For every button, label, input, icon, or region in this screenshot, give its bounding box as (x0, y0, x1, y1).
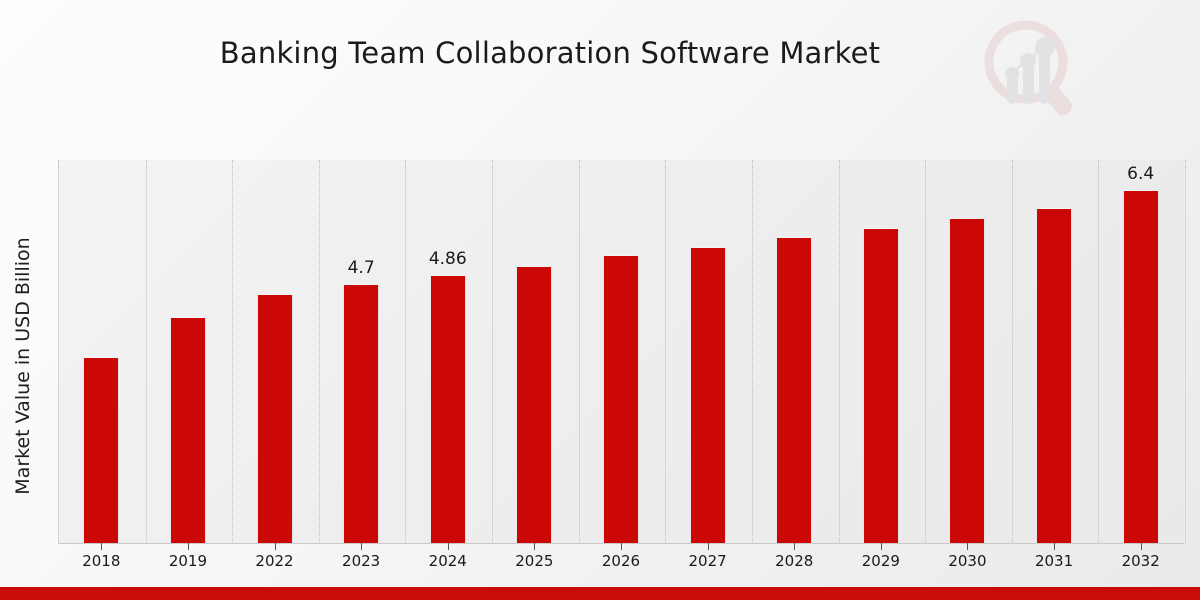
bar[interactable] (169, 317, 206, 543)
bar[interactable] (516, 265, 553, 543)
x-tick-mark (794, 543, 796, 550)
gridline (232, 160, 234, 544)
bar-value-label: 6.4 (1127, 164, 1155, 185)
bar-group (838, 160, 925, 543)
x-tick-mark (447, 543, 449, 550)
x-tick-mark (1054, 543, 1056, 550)
bar[interactable] (429, 275, 466, 543)
x-tick-mark (621, 543, 622, 550)
bar[interactable] (83, 357, 120, 543)
bar-group: 6.4 (1097, 160, 1184, 543)
bar[interactable] (602, 254, 639, 543)
y-axis-title: Market Value in USD Billion (12, 237, 34, 495)
bar-group (751, 160, 838, 543)
gridline (405, 160, 407, 544)
bar[interactable] (1036, 207, 1073, 543)
gridline (838, 160, 840, 544)
x-axis-tick-label: 2026 (601, 552, 641, 570)
x-axis-tick-label: 2018 (82, 552, 121, 570)
x-axis-tick-label: 2031 (1034, 552, 1074, 570)
x-tick-mark (274, 543, 276, 550)
x-axis-tick-label: 2029 (861, 552, 900, 570)
bar-value-label: 4.7 (347, 258, 375, 278)
footer-accent-bar (0, 587, 1200, 600)
bar-value-label: 4.86 (428, 249, 467, 270)
bar-group (231, 160, 318, 543)
x-axis-tick-label: 2019 (168, 552, 207, 570)
x-tick-mark (1140, 543, 1142, 550)
bar-group (58, 160, 145, 543)
bar-group (145, 160, 232, 543)
gridline (1185, 160, 1186, 544)
bar-group (924, 160, 1011, 543)
bar[interactable] (1122, 190, 1159, 543)
gridline (492, 160, 494, 544)
x-axis-tick-label: 2028 (775, 552, 814, 570)
bar[interactable] (343, 284, 380, 543)
bar[interactable] (949, 218, 986, 543)
x-axis-tick-label: 2023 (342, 552, 381, 570)
bar-group (491, 160, 578, 543)
gridline (751, 160, 753, 544)
x-axis-tick-label: 2022 (255, 552, 294, 570)
x-axis-tick-label: 2032 (1121, 552, 1160, 570)
x-tick-mark (101, 543, 103, 550)
x-tick-mark (534, 543, 536, 550)
x-axis-tick-label: 2030 (948, 552, 987, 570)
bar-group: 4.86 (404, 160, 491, 543)
bar-group (664, 160, 751, 543)
x-tick-mark (967, 543, 969, 550)
bar-group (1011, 160, 1098, 543)
x-axis-tick-label: 2024 (428, 552, 467, 570)
x-axis-tick-label: 2025 (515, 552, 554, 570)
gridline (318, 160, 320, 544)
gridline (925, 160, 927, 544)
bar[interactable] (776, 237, 813, 543)
x-axis-tick-label: 2027 (688, 552, 727, 570)
magnifying-glass-bar-chart-logo (984, 20, 1072, 116)
gridline (578, 160, 580, 544)
bar[interactable] (862, 227, 899, 543)
bar[interactable] (689, 246, 726, 543)
x-tick-mark (707, 543, 709, 550)
x-tick-mark (187, 543, 189, 550)
bar-group (578, 160, 665, 543)
gridline (1011, 160, 1013, 544)
gridline (145, 160, 147, 544)
chart-title: Banking Team Collaboration Software Mark… (219, 36, 881, 70)
gridline (1098, 160, 1100, 544)
x-tick-mark (361, 543, 363, 550)
bar[interactable] (256, 293, 293, 543)
bar-group: 4.7 (318, 160, 405, 543)
gridline (665, 160, 667, 544)
x-tick-mark (880, 543, 882, 550)
